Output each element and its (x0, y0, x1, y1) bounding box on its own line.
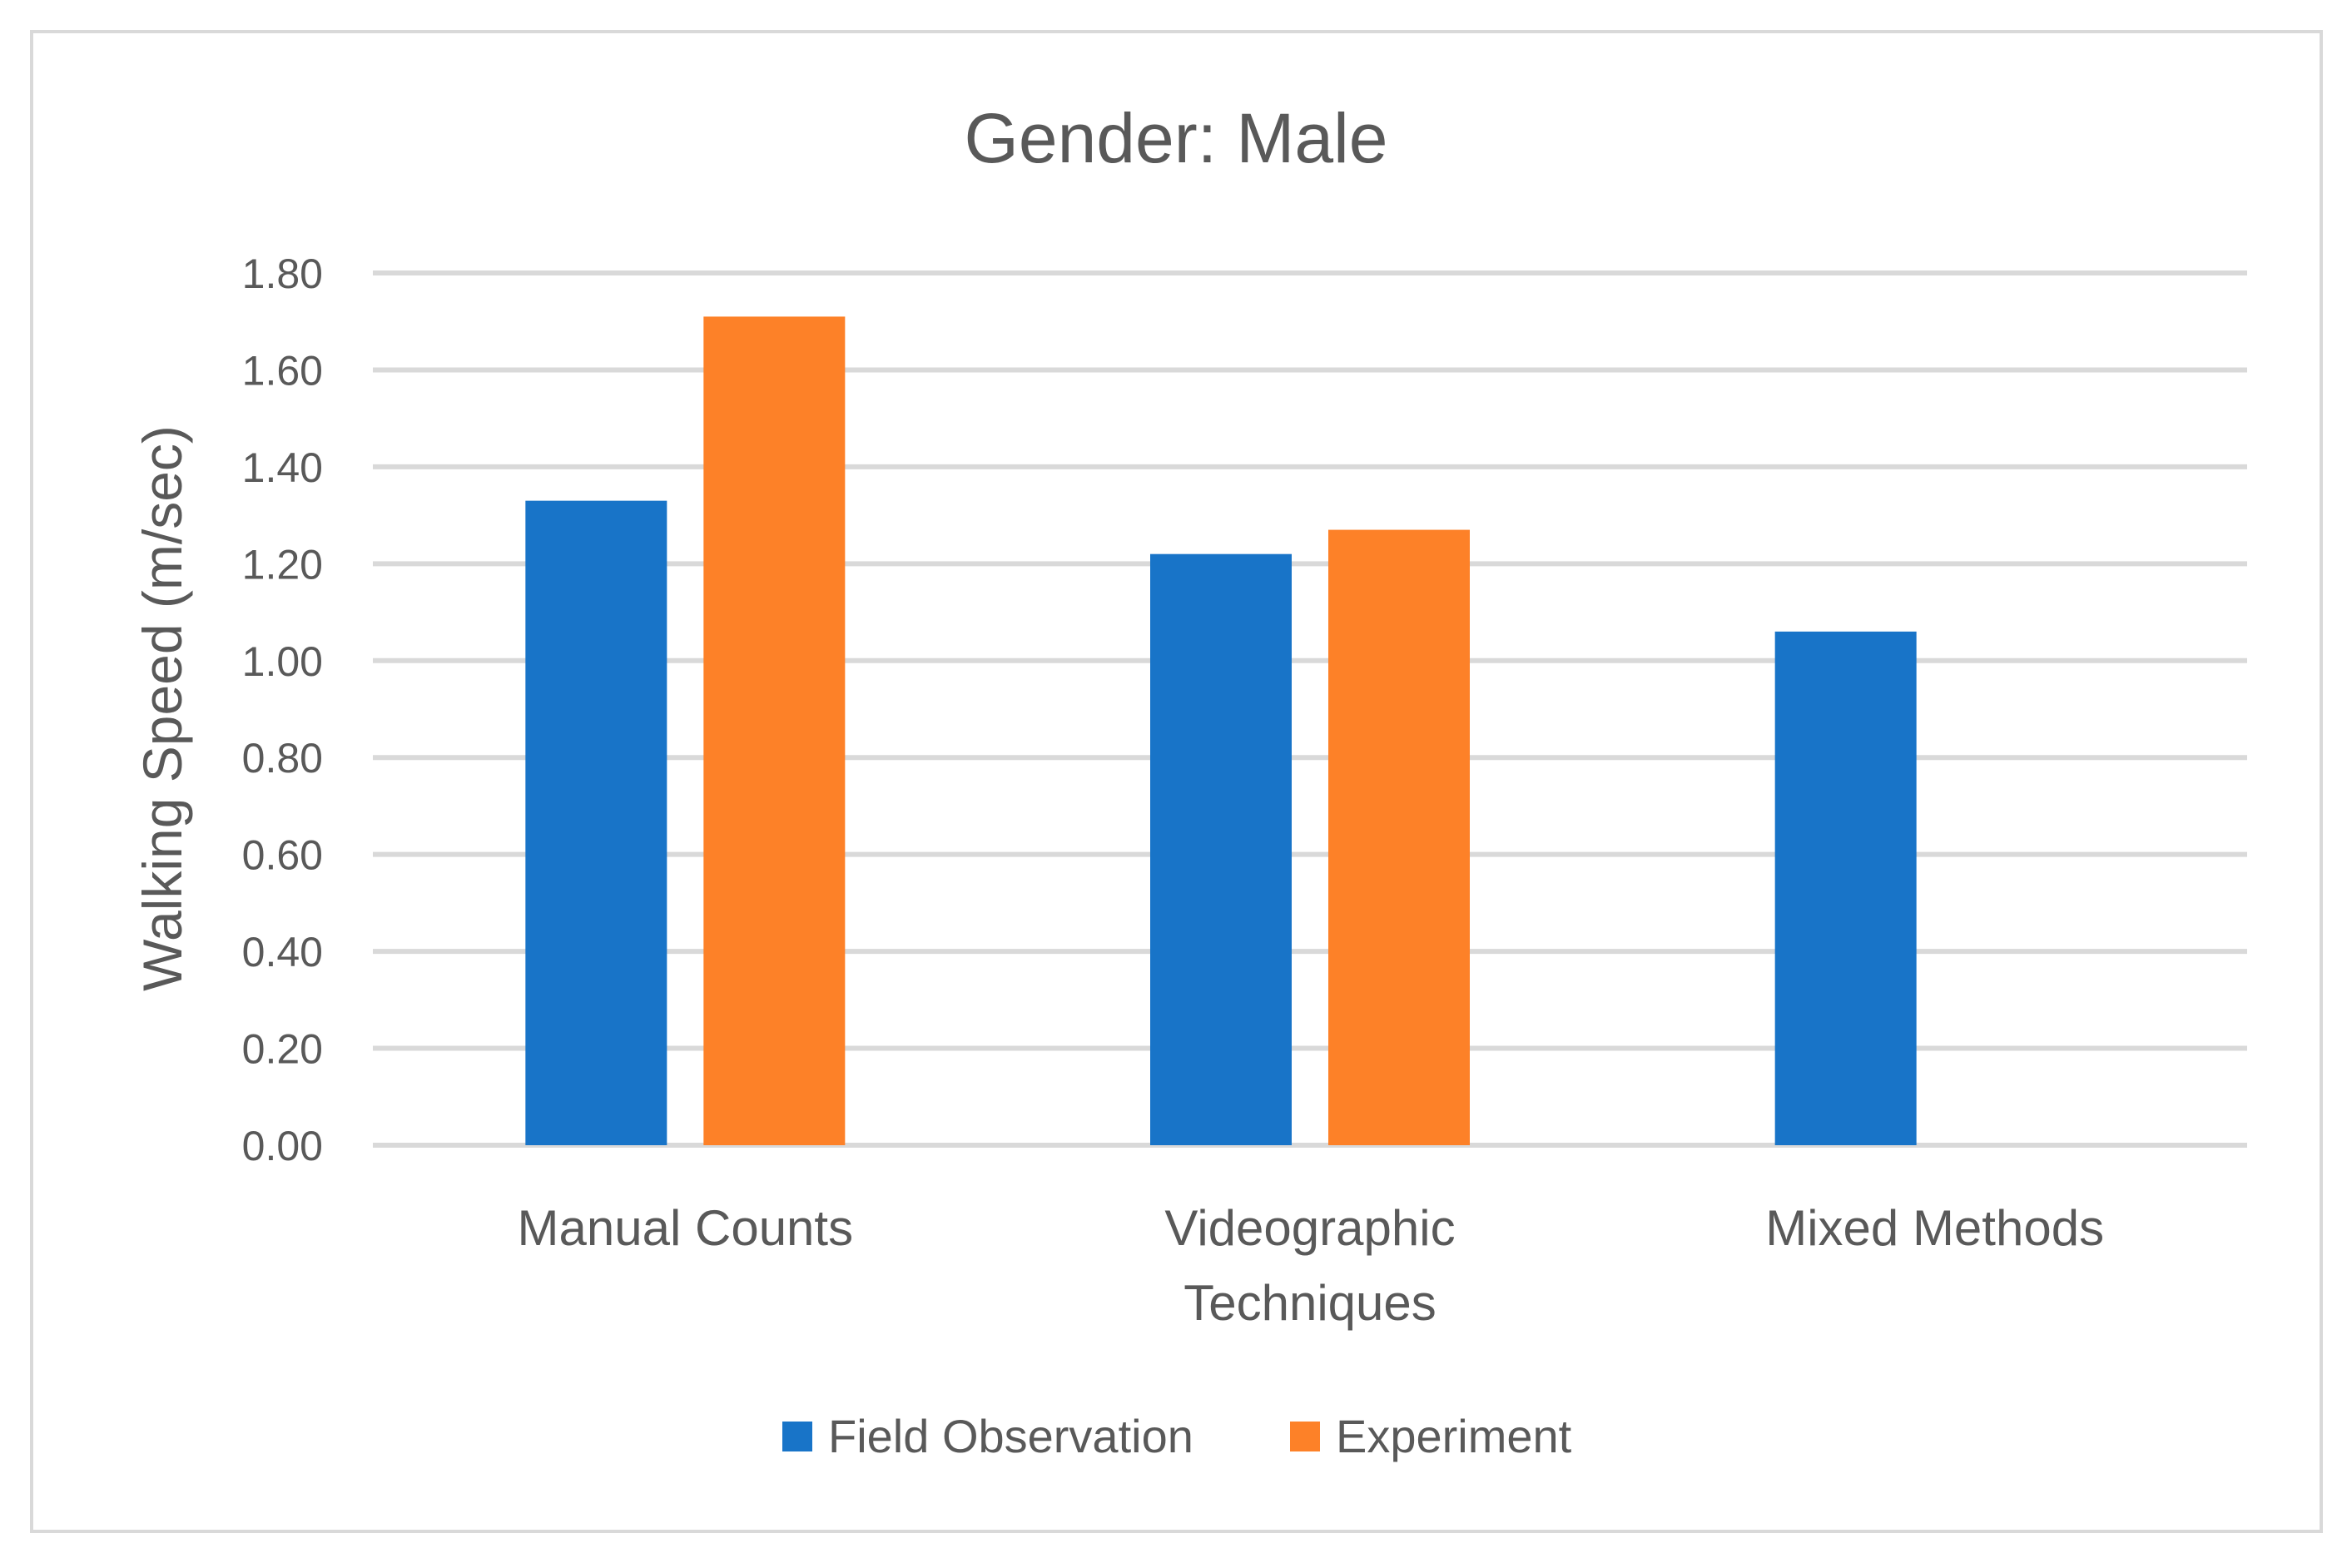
y-tick-label: 1.60 (242, 347, 323, 394)
y-tick-label: 1.20 (242, 541, 323, 588)
bars (525, 316, 1917, 1145)
bar-experiment-0 (703, 316, 846, 1145)
y-tick-labels: 0.00 0.20 0.40 0.60 0.80 1.00 1.20 1.40 1.60 1.80 (242, 251, 323, 1169)
y-axis-title: Walking Speed (m/sec) (131, 425, 193, 991)
bar-field-observation-2 (1774, 631, 1917, 1145)
y-tick-label: 1.00 (242, 638, 323, 685)
x-category-label: Manual Counts (518, 1200, 854, 1256)
chart-title: Gender: Male (965, 99, 1388, 177)
x-category-label: Techniques (1183, 1275, 1437, 1331)
x-category-label: Mixed Methods (1765, 1200, 2104, 1256)
y-tick-label: 0.20 (242, 1026, 323, 1073)
legend-label: Experiment (1336, 1410, 1572, 1462)
legend-swatch (1290, 1422, 1320, 1451)
legend: Field Observation Experiment (782, 1410, 1572, 1462)
bar-field-observation-1 (1150, 553, 1292, 1145)
y-tick-label: 0.00 (242, 1123, 323, 1169)
bar-field-observation-0 (525, 500, 667, 1145)
y-tick-label: 0.40 (242, 929, 323, 975)
legend-swatch (782, 1422, 812, 1451)
y-tick-label: 0.80 (242, 735, 323, 782)
x-category-labels: Manual Counts Videographic Techniques Mixed… (518, 1200, 2105, 1331)
legend-label: Field Observation (828, 1410, 1193, 1462)
y-tick-label: 0.60 (242, 832, 323, 879)
x-category-label: Videographic (1164, 1200, 1455, 1256)
gridlines (373, 270, 2247, 1148)
bar-experiment-1 (1328, 529, 1470, 1145)
y-tick-label: 1.80 (242, 251, 323, 297)
y-tick-label: 1.40 (242, 444, 323, 491)
